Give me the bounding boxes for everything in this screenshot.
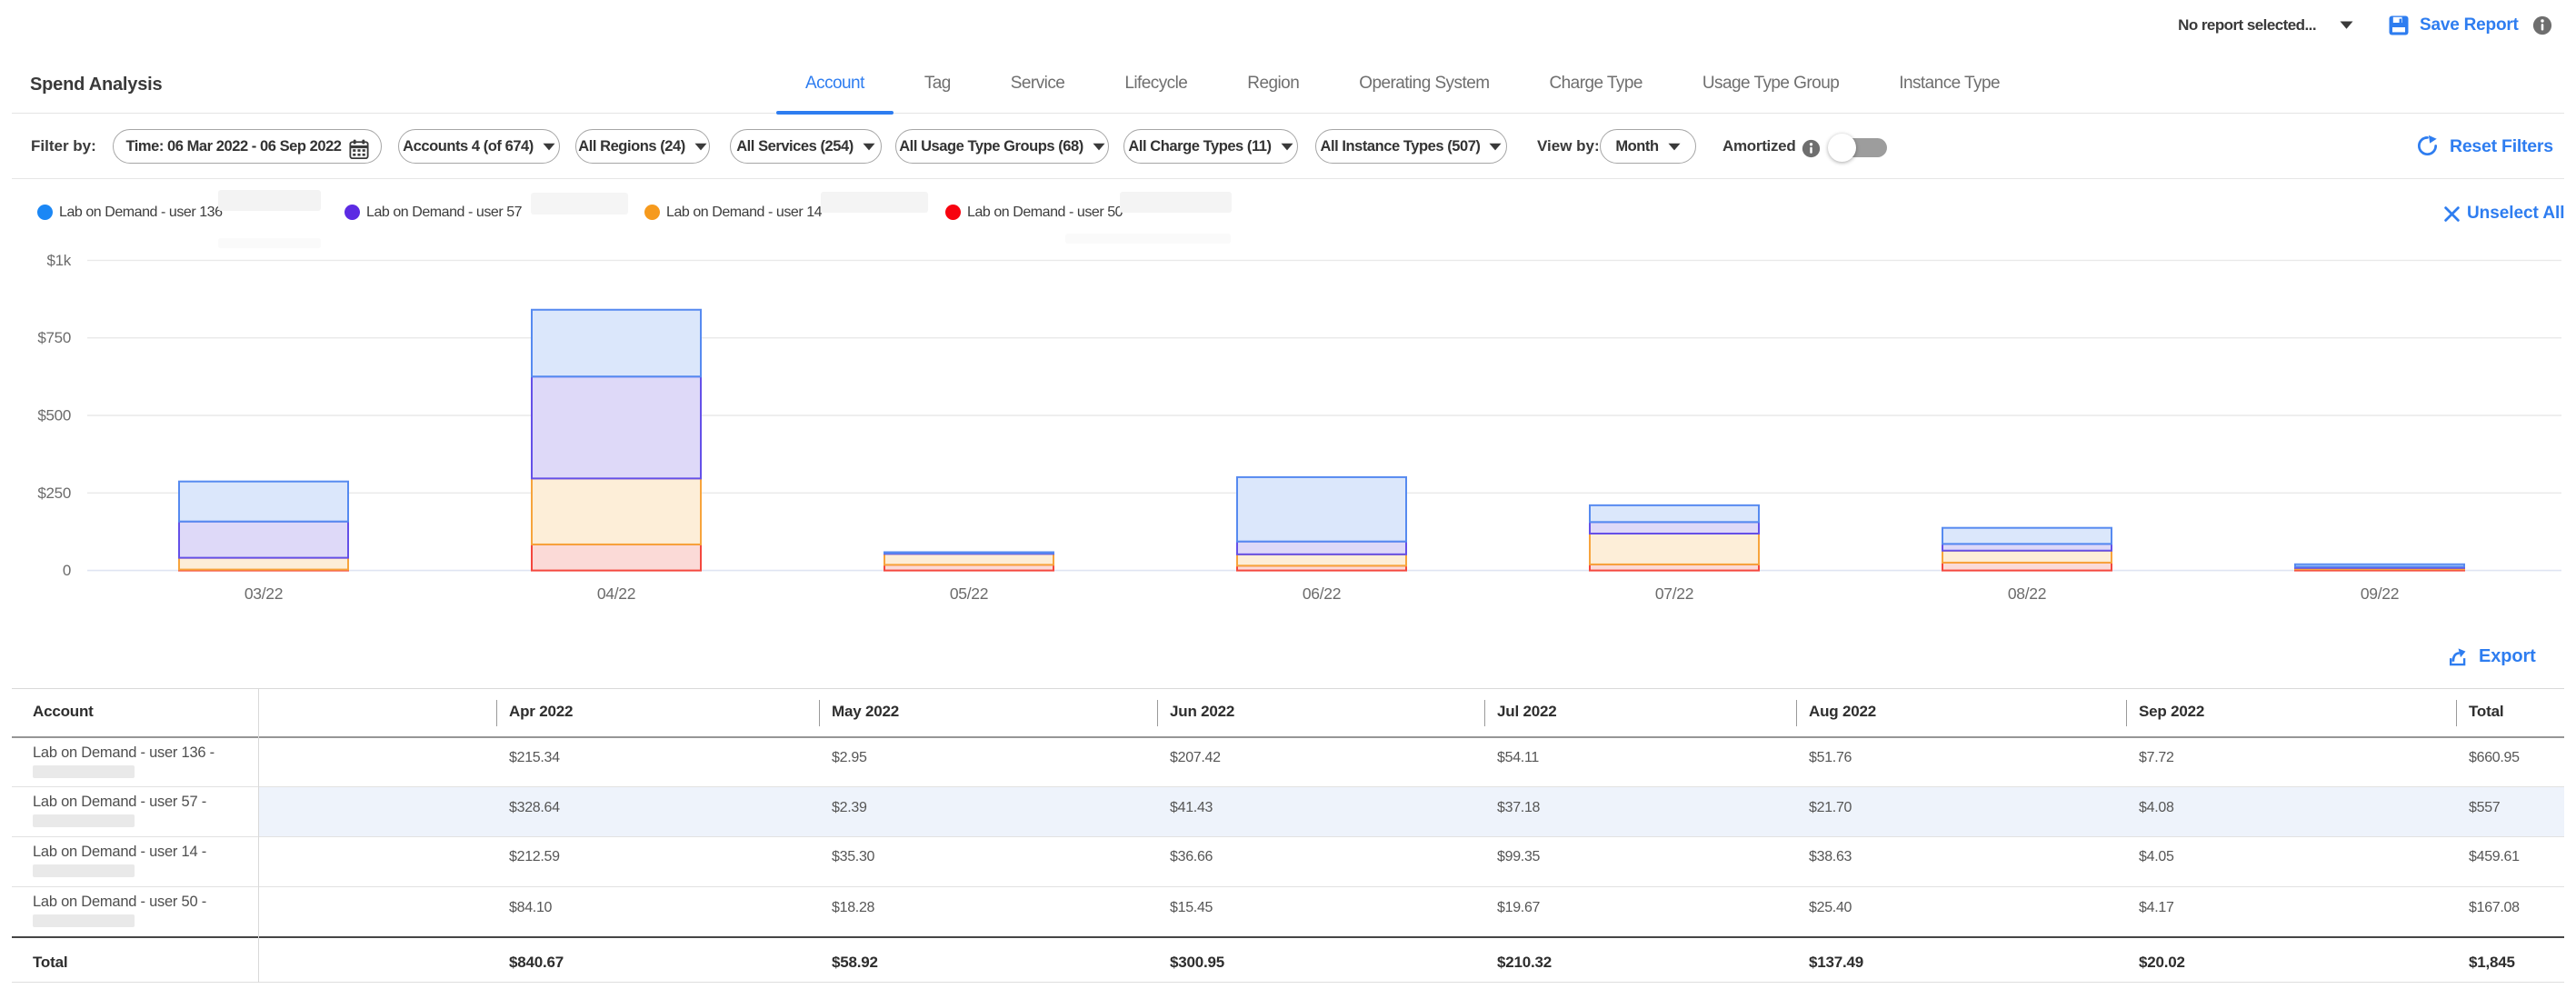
svg-text:0: 0	[63, 562, 71, 579]
svg-text:$1k: $1k	[46, 252, 71, 269]
svg-text:06/22: 06/22	[1303, 584, 1341, 603]
svg-text:09/22: 09/22	[2361, 584, 2399, 603]
svg-text:03/22: 03/22	[245, 584, 283, 603]
svg-text:05/22: 05/22	[950, 584, 988, 603]
svg-text:$500: $500	[37, 407, 71, 425]
svg-text:07/22: 07/22	[1655, 584, 1693, 603]
svg-text:08/22: 08/22	[2008, 584, 2046, 603]
svg-text:$250: $250	[37, 485, 71, 502]
svg-text:04/22: 04/22	[597, 584, 635, 603]
svg-text:$750: $750	[37, 329, 71, 346]
